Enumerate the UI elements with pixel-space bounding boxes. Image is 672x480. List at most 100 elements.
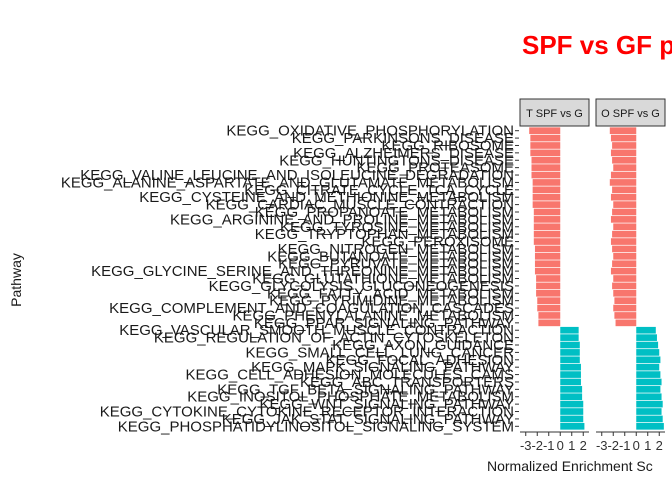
bar [530,142,561,149]
y-tick-label: KEGG_PPAR_SIGNALING_PATHWAY [254,315,514,332]
y-tick-label: KEGG_PHOSPHATIDYLINOSITOL_SIGNALING_SYST… [118,418,514,435]
facet-strip-label: T SPF vs G [526,108,583,120]
bar [560,400,584,408]
y-tick-label: KEGG_BUTANOATE_METABOLISM [267,248,514,265]
y-tick-label: KEGG_PARKINSONS_DISEASE [292,130,514,147]
y-tick-label: KEGG_COMPLEMENT_AND_COAGULATION_CASCADES [109,300,514,317]
y-tick-label: KEGG_ARGININE_AND_PROLINE_METABOLISM [170,211,514,228]
bar [612,186,637,194]
bar [636,393,662,401]
y-tick-label: KEGG_MAPK_SIGNALING_PATHWAY [251,359,514,376]
bar [613,223,637,231]
bar [636,371,661,378]
bar [531,171,561,179]
bar [613,201,637,208]
y-tick-label: KEGG_PYRUVATE_METABOLISM [278,256,514,273]
bar [560,349,580,356]
bar [532,186,561,194]
y-tick-label: KEGG_REGULATION_OF_ACTIN_CYTOSKELETON [154,330,514,347]
y-tick-label: KEGG_CARDIAC_MUSCLE_CONTRACTION [206,197,514,214]
facet-panel: T SPF vs G -3 -2 -1 0 1 2 [519,98,590,453]
y-tick-label: KEGG_WNT_SIGNALING_PATHWAY [260,396,515,413]
y-tick-label: KEGG_CELL_ADHESION_MOLECULES_CAMS [186,367,514,384]
y-tick-label: KEGG_PROTEASOME [356,160,514,177]
y-tick-label: KEGG_GLYCOLYSIS_GLUCONEOGENESIS [209,278,514,295]
bar [636,341,659,349]
bar [532,201,561,208]
bar [536,275,561,282]
bar [636,422,664,430]
y-tick-label: KEGG_CYTOKINE_CYTOKINE_RECEPTOR_INTERACT… [100,404,514,421]
bar [613,304,637,312]
bar [615,319,637,327]
y-tick-label: KEGG_TGF_BETA_SIGNALING_PATHWAY [217,381,514,398]
y-tick-label: KEGG_JAK_STAT_SIGNALING_PATHWAY [222,411,514,428]
bar [560,363,581,371]
bar [538,319,561,327]
y-tick-label: KEGG_PEROXISOME [361,234,514,251]
y-tick-label: KEGG_TYROSINE_METABOLISM [280,219,514,236]
y-tick-label: KEGG_FOCAL_ADHESION [326,352,514,369]
y-tick-label: KEGG_PYRIMIDINE_METABOLISM [269,293,514,310]
bar [636,356,661,364]
y-tick-label: KEGG_PHENYLALANINE_METABOLISM [233,307,514,324]
x-tick-label: -1 [619,438,631,453]
bar [612,142,637,149]
bar [610,267,637,275]
bar [636,334,657,341]
bar [560,415,584,423]
bar [560,422,585,430]
facet-panels: T SPF vs G-3 -2 -1 0 1 2O SPF vs G-3 -2 -1 0 1 2 [519,98,666,453]
bar [613,289,637,297]
y-axis-title: Pathway [8,253,24,307]
bar [636,415,663,423]
bar [533,230,561,238]
bar [612,245,637,253]
x-tick-label: -3 [596,438,608,453]
y-tick-label: KEGG_GLUTATHIONE_METABOLISM [252,271,514,288]
y-tick-label: KEGG_GLYCINE_SERINE_AND_THREONINE_METABO… [91,263,514,280]
x-axis-title: Normalized Enrichment Sc [487,458,653,474]
bar [532,193,561,201]
facet-strip-label: O SPF vs G [601,108,660,120]
bar [560,386,583,393]
bar [536,282,561,290]
x-tick-label: -2 [531,438,543,453]
bar [636,326,656,334]
y-tick-label: KEGG_CYSTEINE_AND_METHIONINE_METABOLISM [139,189,514,206]
x-tick-label: -1 [543,438,555,453]
bar [530,134,561,142]
bar [612,282,637,290]
y-tick-label: KEGG_AXON_GUIDANCE [332,337,514,354]
bar [533,216,561,223]
y-tick-label: KEGG_VASCULAR_SMOOTH_MUSCLE_CONTRACTION [119,322,514,339]
x-tick-label: 2 [580,438,587,453]
bar [531,164,561,171]
bar [609,127,637,135]
y-tick-label: KEGG_PROPANOATE_METABOLISM [255,204,514,221]
bar [636,408,662,415]
bar [532,179,561,186]
bar [530,149,561,157]
x-tick-label: 1 [568,438,575,453]
bar [560,378,581,386]
x-tick-label: 0 [557,438,564,453]
y-tick-label: KEGG_ALZHEIMERS_DISEASE [293,145,514,162]
bar [560,356,580,364]
chart-title: SPF vs GF p [522,30,672,60]
bar [531,156,561,164]
bar [614,297,637,304]
y-axis-labels: KEGG_OXIDATIVE_PHOSPHORYLATIONKEGG_PARKI… [61,123,519,435]
bar [537,304,561,312]
bar [612,260,637,268]
bar [533,208,561,216]
x-tick-label: 0 [633,438,640,453]
bar [610,193,637,201]
bar [533,238,561,245]
y-tick-label: KEGG_OXIDATIVE_PHOSPHORYLATION [226,123,514,140]
x-tick-label: 1 [644,438,651,453]
bar [610,238,637,245]
facet-panel: O SPF vs G -3 -2 -1 0 1 2 [595,98,666,453]
y-tick-label: KEGG_CITRATE_CYCLE_TCA_CYCLE [244,182,514,199]
